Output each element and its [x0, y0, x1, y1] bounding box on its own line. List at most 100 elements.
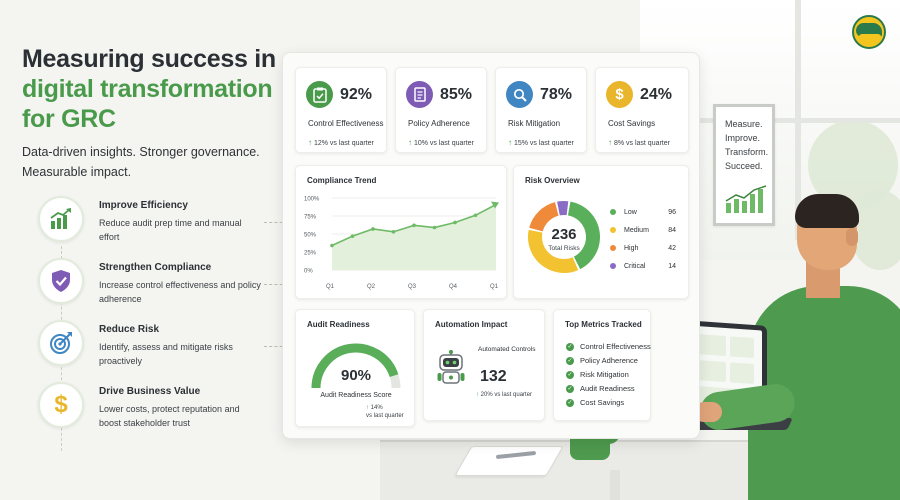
- trend-point: [473, 213, 478, 218]
- notebook: [454, 446, 564, 476]
- headline-line: digital transformation: [22, 75, 273, 103]
- metric-item: ✓ Control Effectiveness: [566, 342, 651, 352]
- kpi-label: Cost Savings: [608, 119, 656, 128]
- benefit-desc: Increase control effectiveness and polic…: [99, 280, 261, 304]
- desk-leg: [610, 470, 620, 500]
- benefit-item: $ Drive Business Value Lower costs, prot…: [38, 382, 278, 444]
- card-title: Top Metrics Tracked: [565, 320, 642, 329]
- card-title: Risk Overview: [525, 176, 580, 185]
- total-risks-label: Total Risks: [548, 245, 580, 252]
- card-title: Automation Impact: [435, 320, 508, 329]
- wall-poster: Measure. Improve. Transform. Succeed.: [713, 104, 775, 226]
- audit-readiness-delta: ↑ 14%: [366, 405, 383, 411]
- benefit-desc: Reduce audit prep time and manual effort: [99, 218, 242, 242]
- subtitle: Data-driven insights. Stronger governanc…: [22, 145, 260, 179]
- y-tick-label: 100%: [304, 197, 320, 203]
- x-tick-label: Q1: [326, 284, 335, 290]
- x-tick-label: Q4: [449, 284, 458, 290]
- check-icon: ✓: [566, 343, 574, 352]
- benefit-title: Improve Efficiency: [99, 200, 188, 211]
- kpi-card: 85% Policy Adherence ↑ 10% vs last quart…: [395, 67, 487, 153]
- top-metrics-card: Top Metrics Tracked ✓ Control Effectivene…: [553, 309, 651, 421]
- target-icon: [38, 320, 84, 366]
- legend-high: High 42: [610, 245, 676, 252]
- shield-check-icon: [38, 258, 84, 304]
- metric-item: ✓ Cost Savings: [566, 398, 625, 408]
- y-tick-label: 25%: [304, 251, 317, 257]
- robot-icon: [437, 350, 465, 391]
- automation-impact-card: Automation Impact Automated Controls 132…: [423, 309, 545, 421]
- benefit-title: Strengthen Compliance: [99, 262, 212, 273]
- total-risks-value: 236: [551, 226, 577, 243]
- benefit-item: Improve Efficiency Reduce audit prep tim…: [38, 196, 314, 258]
- x-tick-label: Q2: [367, 284, 376, 290]
- chart-growth-icon: [38, 196, 84, 242]
- metric-item: ✓ Policy Adherence: [566, 356, 638, 366]
- kpi-value: 85%: [440, 86, 473, 103]
- audit-readiness-value: 90%: [340, 367, 372, 384]
- trend-arrow-icon: [491, 201, 499, 209]
- trend-point: [412, 223, 416, 228]
- donut-slice: [528, 229, 579, 273]
- poster-line: Measure.: [725, 119, 763, 129]
- headline-line: Measuring success in: [22, 45, 276, 73]
- person-ear: [846, 228, 858, 246]
- kpi-value: 78%: [540, 86, 573, 103]
- benefit-desc: Lower costs, protect reputation and boos…: [99, 404, 240, 428]
- y-tick-label: 50%: [304, 233, 317, 239]
- automation-delta: ↑ 20% vs last quarter: [476, 392, 533, 398]
- arrow-up-icon: ↑: [366, 405, 369, 411]
- card-title: Audit Readiness: [307, 320, 370, 329]
- plant-foliage: [850, 190, 900, 270]
- headline: Measuring success in digital transformat…: [22, 44, 292, 134]
- check-icon: ✓: [566, 357, 574, 366]
- audit-readiness-delta-note: vs last quarter: [366, 413, 404, 419]
- donut-slice: [557, 201, 569, 216]
- trend-point: [350, 234, 355, 238]
- y-tick-label: 0%: [304, 269, 313, 275]
- headline-line: for GRC: [22, 105, 116, 133]
- arrow-up-icon: ↑: [508, 138, 512, 147]
- kpi-delta: ↑ 15% vs last quarter: [508, 138, 574, 147]
- check-icon: ✓: [566, 371, 574, 380]
- audit-readiness-label: Audit Readiness Score: [320, 392, 392, 399]
- poster-line: Transform.: [725, 147, 769, 157]
- audit-readiness-gauge: [311, 343, 401, 389]
- audit-readiness-card: Audit Readiness 90% Audit Readiness Scor…: [295, 309, 415, 427]
- arrow-up-icon: ↑: [308, 138, 312, 147]
- risk-overview-card: Risk Overview 236 Total Risks Low 96 Medi…: [513, 165, 689, 299]
- trend-point: [391, 230, 396, 234]
- gauge-fill: [311, 343, 399, 389]
- donut-slice: [567, 201, 600, 270]
- legend-low: Low 96: [610, 209, 676, 216]
- person-hand: [694, 402, 722, 422]
- dashboard-panel: 92% Control Effectiveness ↑ 12% vs last …: [282, 52, 700, 439]
- benefit-item: Reduce Risk Identify, assess and mitigat…: [38, 320, 314, 382]
- trend-point: [432, 225, 437, 230]
- arrow-up-icon: ↑: [476, 392, 479, 398]
- kpi-delta: ↑ 12% vs last quarter: [308, 138, 374, 147]
- magnifier-icon: [506, 81, 533, 108]
- automation-value: 132: [480, 368, 507, 385]
- kpi-value: 24%: [640, 86, 673, 103]
- metric-item: ✓ Audit Readiness: [566, 384, 635, 394]
- kpi-label: Control Effectiveness: [308, 119, 384, 128]
- legend-dot: [610, 227, 616, 234]
- legend-dot: [610, 209, 616, 216]
- risk-donut-chart: [528, 201, 600, 273]
- kpi-delta: ↑ 10% vs last quarter: [408, 138, 474, 147]
- donut-slice: [529, 202, 559, 232]
- legend-dot: [610, 263, 616, 270]
- x-tick-label: Q3: [408, 284, 417, 290]
- poster-chart-icon: [725, 185, 767, 213]
- document-icon: [406, 81, 433, 108]
- compliance-trend-card: Compliance Trend 100% 75% 50% 25% 0% Q1 Q2 Q3 Q4…: [295, 165, 507, 299]
- clipboard-check-icon: [306, 81, 333, 108]
- trend-point: [371, 227, 375, 231]
- arrow-up-icon: ↑: [608, 138, 612, 147]
- benefit-item: Strengthen Compliance Increase control e…: [38, 258, 314, 320]
- benefits-list: Improve Efficiency Reduce audit prep tim…: [38, 196, 314, 444]
- kpi-value: 92%: [340, 86, 373, 103]
- trend-point: [453, 220, 457, 225]
- poster-line: Improve.: [725, 133, 761, 143]
